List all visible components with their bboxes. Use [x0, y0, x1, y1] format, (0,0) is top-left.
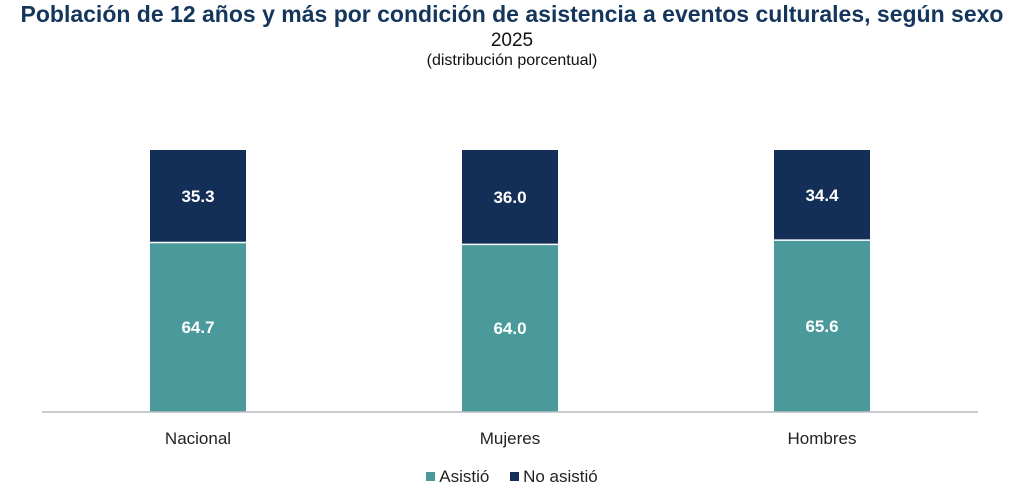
chart-title: Población de 12 años y más por condición…	[20, 1, 1004, 27]
category-label-nacional: Nacional	[165, 429, 231, 448]
bar-asistio-mujeres	[462, 244, 558, 412]
legend-swatch-no-asistio	[510, 472, 520, 481]
bar-no-asistio-mujeres	[462, 150, 558, 245]
data-label-asistio-hombres: 65.6	[805, 317, 838, 336]
legend: Asistió No asistió	[0, 466, 1024, 487]
bar-asistio-hombres	[774, 240, 870, 412]
data-label-no-asistio-nacional: 35.3	[181, 187, 214, 206]
data-label-asistio-nacional: 64.7	[181, 318, 214, 337]
bar-asistio-nacional	[150, 242, 246, 412]
legend-label-no-asistio: No asistió	[523, 466, 598, 486]
chart-note: (distribución porcentual)	[426, 52, 598, 69]
chart-subtitle: 2025	[490, 30, 534, 51]
data-label-no-asistio-mujeres: 36.0	[493, 188, 526, 207]
data-label-no-asistio-hombres: 34.4	[805, 186, 839, 205]
legend-item-no-asistio: No asistió	[510, 467, 598, 487]
category-label-mujeres: Mujeres	[480, 429, 540, 448]
data-label-asistio-mujeres: 64.0	[493, 319, 526, 338]
legend-label-asistio: Asistió	[439, 466, 490, 486]
stacked-bar-chart: 64.7 35.3 Nacional 64.0 36.0 Mujeres 65.6 34.4 H…	[42, 150, 978, 448]
bar-no-asistio-nacional	[150, 150, 246, 243]
category-label-hombres: Hombres	[788, 429, 857, 448]
legend-swatch-asistio	[426, 472, 436, 481]
legend-item-asistio: Asistió	[426, 467, 489, 487]
bar-no-asistio-hombres	[774, 150, 870, 241]
